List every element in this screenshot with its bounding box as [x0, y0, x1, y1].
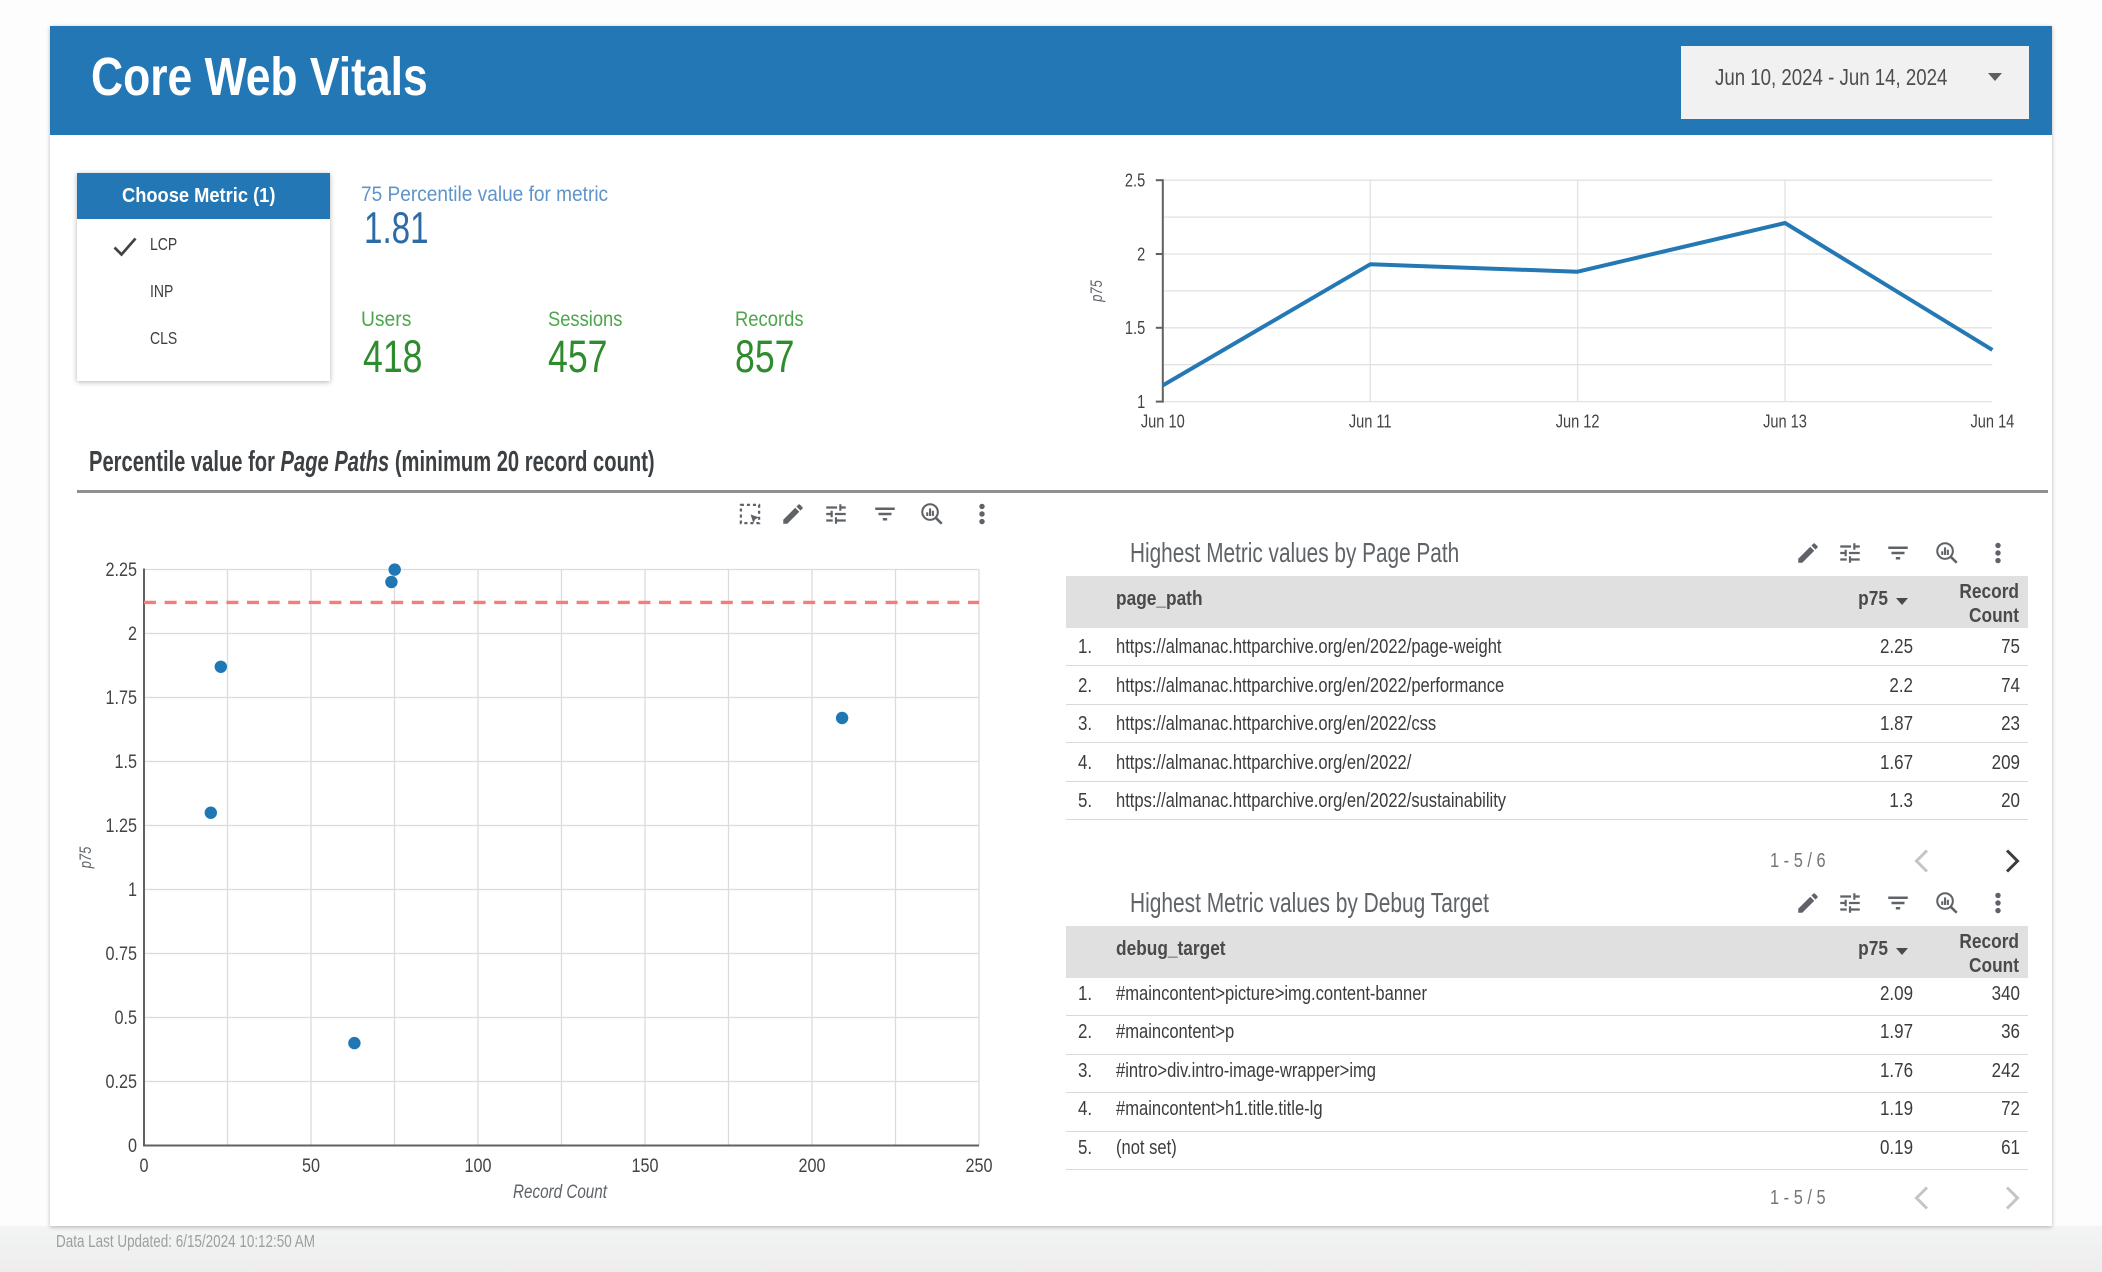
svg-text:150: 150 [632, 1155, 659, 1177]
svg-text:Jun 13: Jun 13 [1763, 412, 1807, 432]
svg-text:Jun 12: Jun 12 [1556, 412, 1600, 432]
svg-text:0: 0 [128, 1135, 137, 1157]
svg-text:2: 2 [128, 623, 137, 645]
svg-text:1.5: 1.5 [1125, 318, 1145, 338]
svg-text:1.5: 1.5 [115, 751, 138, 773]
svg-text:Record Count: Record Count [513, 1181, 608, 1203]
svg-text:Jun 14: Jun 14 [1971, 412, 2015, 432]
svg-text:Jun 10: Jun 10 [1141, 412, 1185, 432]
svg-text:2: 2 [1137, 244, 1145, 264]
svg-text:2.5: 2.5 [1125, 171, 1145, 191]
svg-text:p75: p75 [1088, 280, 1106, 303]
svg-text:250: 250 [966, 1155, 993, 1177]
svg-text:50: 50 [302, 1155, 320, 1177]
svg-text:2.25: 2.25 [106, 559, 138, 581]
svg-text:0.25: 0.25 [106, 1071, 138, 1093]
svg-text:1.75: 1.75 [106, 687, 138, 709]
svg-text:1: 1 [128, 879, 137, 901]
svg-text:1.25: 1.25 [106, 815, 138, 837]
svg-text:Jun 11: Jun 11 [1349, 412, 1392, 432]
svg-text:0.75: 0.75 [106, 943, 138, 965]
svg-text:1: 1 [1137, 392, 1145, 412]
svg-text:0.5: 0.5 [115, 1007, 138, 1029]
svg-text:100: 100 [465, 1155, 492, 1177]
svg-text:p75: p75 [77, 846, 95, 869]
svg-text:0: 0 [140, 1155, 149, 1177]
svg-text:200: 200 [799, 1155, 826, 1177]
